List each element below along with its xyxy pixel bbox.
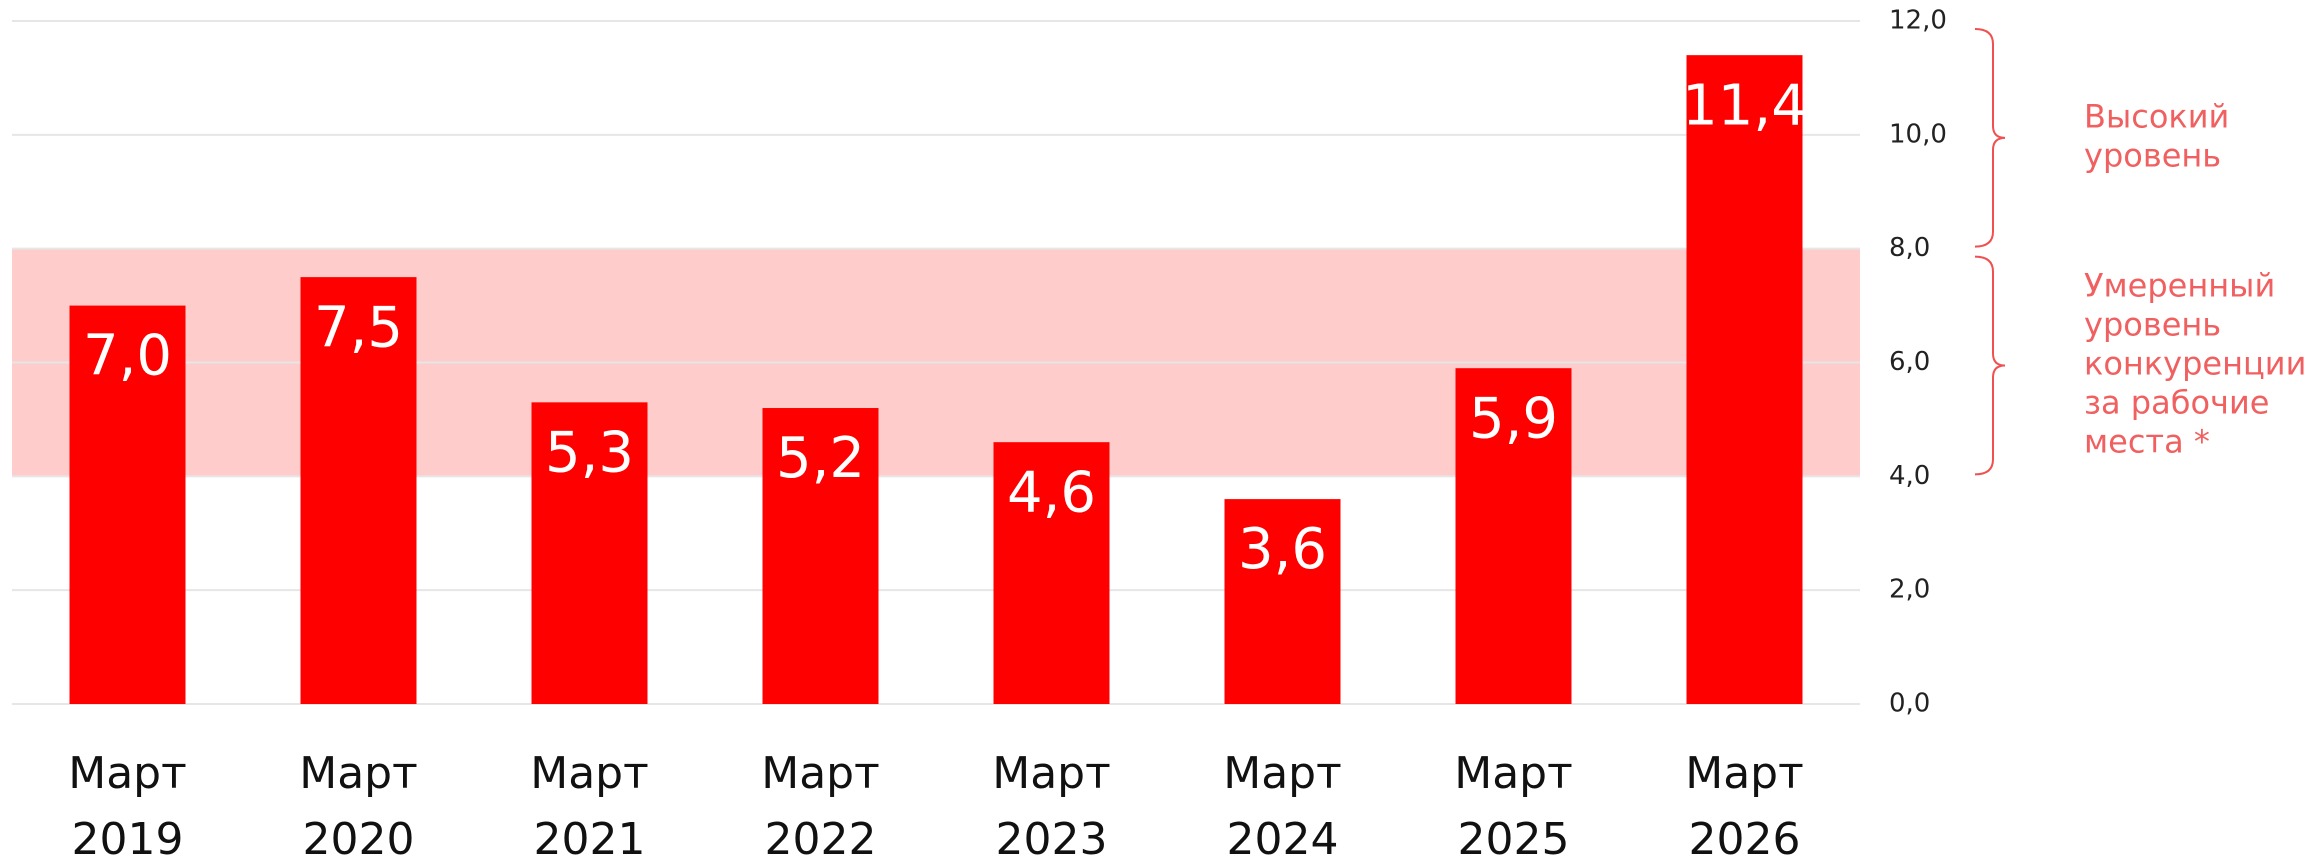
annotation-text: за рабочие	[2084, 384, 2269, 422]
bracket	[1974, 255, 2006, 476]
bar	[69, 305, 186, 704]
bracket	[1974, 28, 2006, 248]
annotation-text: уровень	[2084, 136, 2221, 174]
x-tick-label: 2020	[303, 814, 415, 858]
value-label: 5,3	[545, 420, 634, 485]
value-label: 5,9	[1469, 386, 1558, 451]
x-tick-label: Март	[992, 748, 1111, 799]
y-tick-label: 10,0	[1889, 119, 1947, 149]
bar	[1455, 368, 1572, 704]
x-tick-label: 2023	[996, 814, 1108, 858]
y-tick-label: 4,0	[1889, 461, 1930, 491]
y-tick-label: 2,0	[1889, 575, 1930, 605]
value-label: 3,6	[1238, 517, 1327, 582]
value-label: 5,2	[776, 426, 865, 491]
annotation-text: Высокий	[2084, 97, 2229, 135]
value-label: 4,6	[1007, 460, 1096, 525]
annotation-text: уровень	[2084, 306, 2221, 344]
bar	[1686, 55, 1803, 704]
bar	[1224, 499, 1341, 704]
x-tick-label: 2026	[1689, 814, 1801, 858]
x-tick-label: Март	[1454, 748, 1573, 799]
x-tick-label: 2024	[1227, 814, 1339, 858]
y-tick-label: 8,0	[1889, 233, 1930, 263]
y-tick-label: 6,0	[1889, 347, 1930, 377]
x-tick-label: 2021	[534, 814, 646, 858]
value-label: 7,5	[314, 295, 403, 360]
x-tick-label: Март	[1685, 748, 1804, 799]
x-tick-label: 2022	[765, 814, 877, 858]
y-tick-label: 0,0	[1889, 689, 1930, 719]
x-tick-label: 2025	[1458, 814, 1570, 858]
annotation-text: конкуренции	[2084, 345, 2306, 383]
bar	[300, 277, 417, 704]
y-tick-label: 12,0	[1889, 6, 1947, 36]
x-tick-label: Март	[761, 748, 880, 799]
x-tick-label: Март	[299, 748, 418, 799]
bar	[993, 442, 1110, 704]
x-tick-label: 2019	[72, 814, 184, 858]
x-tick-label: Март	[530, 748, 649, 799]
value-label: 7,0	[83, 324, 172, 389]
value-label: 11,4	[1682, 73, 1807, 138]
bar	[762, 408, 879, 704]
annotation-text: Умеренный	[2084, 267, 2275, 305]
x-tick-label: Март	[1223, 748, 1342, 799]
bar	[531, 402, 648, 704]
annotation-text: места *	[2084, 423, 2210, 461]
x-tick-label: Март	[68, 748, 187, 799]
